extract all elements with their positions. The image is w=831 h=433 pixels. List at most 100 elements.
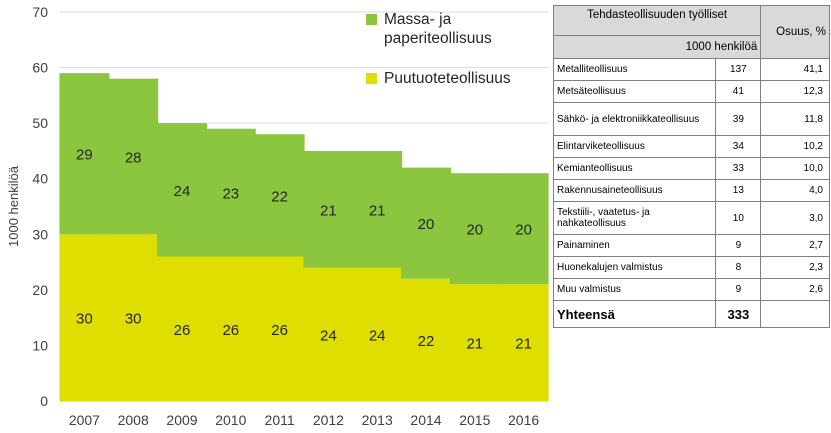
industry-name: Rakennusaineteollisuus	[552, 179, 717, 202]
stacked-bar-chart: 0 10 20 30 40 50 60 70 1000 henkilöä 30 29 2007 30 28…	[6, 4, 549, 428]
bar-massa-paperi	[498, 173, 549, 285]
employee-count: 13	[715, 179, 762, 202]
employee-count: 34	[715, 135, 762, 158]
data-label: 24	[369, 327, 386, 344]
bar-massa-paperi	[449, 173, 500, 285]
y-tick-label: 0	[40, 393, 48, 409]
y-tick-label: 10	[32, 337, 48, 353]
y-tick-label: 40	[32, 171, 48, 187]
x-tick-label: 2011	[265, 412, 295, 428]
share-percent: 2,7	[760, 234, 830, 257]
employee-count: 9	[715, 234, 762, 257]
data-label: 26	[222, 322, 239, 339]
bar-puutuote	[401, 278, 451, 401]
bar-puutuote	[59, 234, 110, 401]
data-label: 24	[320, 327, 337, 344]
data-label: 30	[76, 311, 93, 328]
employee-count: 10	[715, 201, 762, 235]
share-percent: 4,0	[760, 179, 830, 202]
table-row: Metalliteollisuus 137 41,1	[552, 58, 830, 81]
data-label: 23	[222, 186, 239, 203]
industry-name: Metalliteollisuus	[552, 58, 717, 81]
table-row: Huonekalujen valmistus 8 2,3	[552, 256, 830, 279]
employee-count: 41	[715, 80, 762, 103]
industry-name: Painaminen	[552, 234, 717, 257]
share-percent: 12,3	[760, 80, 830, 103]
data-label: 20	[466, 222, 483, 239]
y-axis-label: 1000 henkilöä	[6, 165, 21, 247]
x-tick-label: 2008	[118, 412, 149, 428]
table-row: Metsäteollisuus 41 12,3	[552, 80, 830, 103]
bar-massa-paperi	[303, 150, 354, 268]
data-label: 21	[320, 202, 337, 219]
bar-puutuote	[205, 256, 256, 401]
bar-massa-paperi	[108, 78, 159, 235]
industry-name: Sähkö- ja elektroniikkateollisuus	[552, 102, 717, 136]
table-header-share: Osuus, %	[760, 5, 830, 59]
table-row: Kemianteollisuus 33 10,0	[552, 157, 830, 180]
data-label: 22	[418, 333, 435, 350]
industry-name: Metsäteollisuus	[552, 80, 717, 103]
y-tick-label: 50	[32, 115, 48, 131]
employee-count: 9	[715, 278, 762, 301]
x-tick-label: 2012	[313, 412, 344, 428]
share-percent: 2,6	[760, 278, 830, 301]
x-tick-label: 2016	[508, 412, 539, 428]
total-label: Yhteensä	[552, 300, 717, 328]
y-tick-label: 70	[32, 4, 48, 20]
data-label: 20	[418, 216, 435, 233]
data-label: 28	[125, 149, 142, 166]
chart-legend: Massa- ja paperiteollisuus Puutuoteteolli…	[366, 10, 546, 88]
y-tick-label: 20	[32, 282, 48, 298]
total-count: 333	[715, 300, 762, 328]
data-label: 24	[174, 183, 191, 200]
bar-puutuote	[108, 234, 159, 401]
bar-puutuote	[352, 267, 403, 401]
industry-name: Huonekalujen valmistus	[552, 256, 717, 279]
share-percent: 10,2	[760, 135, 830, 158]
legend-swatch-massa-paperi	[366, 14, 377, 25]
x-tick-label: 2013	[362, 412, 393, 428]
data-label: 29	[76, 147, 93, 164]
table-row: Painaminen 9 2,7	[552, 234, 830, 257]
share-percent: 2,3	[760, 256, 830, 279]
legend-label-massa-paperi: Massa- ja paperiteollisuus	[384, 11, 492, 47]
legend-item-puutuote: Puutuoteteollisuus	[366, 69, 546, 88]
y-tick-label: 30	[32, 226, 48, 242]
bar-puutuote	[157, 256, 207, 401]
bar-puutuote	[449, 284, 500, 401]
bar-massa-paperi	[205, 128, 256, 257]
data-label: 30	[125, 311, 142, 328]
x-tick-label: 2007	[69, 412, 100, 428]
table-header-unit: 1000 henkilöä	[552, 35, 762, 59]
y-tick-label: 60	[32, 60, 48, 76]
employee-count: 137	[715, 58, 762, 81]
table-header-title: Tehdasteollisuuden työlliset	[552, 5, 762, 36]
bar-puutuote	[498, 284, 549, 401]
share-percent: 10,0	[760, 157, 830, 180]
x-tick-label: 2015	[459, 412, 490, 428]
data-label: 21	[515, 336, 532, 353]
employee-count: 8	[715, 256, 762, 279]
bar-puutuote	[303, 267, 354, 401]
table-row: Rakennusaineteollisuus 13 4,0	[552, 179, 830, 202]
employment-table: Tehdasteollisuuden työlliset Osuus, % 10…	[552, 5, 830, 328]
x-tick-label: 2014	[410, 412, 441, 428]
share-percent: 41,1	[760, 58, 830, 81]
data-label: 22	[271, 188, 288, 205]
x-tick-label: 2009	[166, 412, 197, 428]
bar-massa-paperi	[157, 123, 207, 257]
total-share	[760, 300, 830, 328]
bar-massa-paperi	[59, 73, 110, 235]
bar-massa-paperi	[254, 134, 305, 257]
table-row: Elintarviketeollisuus 34 10,2	[552, 135, 830, 158]
industry-name: Tekstiili-, vaatetus- ja nahkateollisuus	[552, 201, 717, 235]
industry-name: Muu valmistus	[552, 278, 717, 301]
share-percent: 3,0	[760, 201, 830, 235]
data-label: 26	[174, 322, 191, 339]
bar-massa-paperi	[352, 150, 403, 268]
share-percent: 11,8	[760, 102, 830, 136]
table-row: Tekstiili-, vaatetus- ja nahkateollisuus…	[552, 201, 830, 235]
data-label: 20	[515, 222, 532, 239]
industry-name: Elintarviketeollisuus	[552, 135, 717, 158]
